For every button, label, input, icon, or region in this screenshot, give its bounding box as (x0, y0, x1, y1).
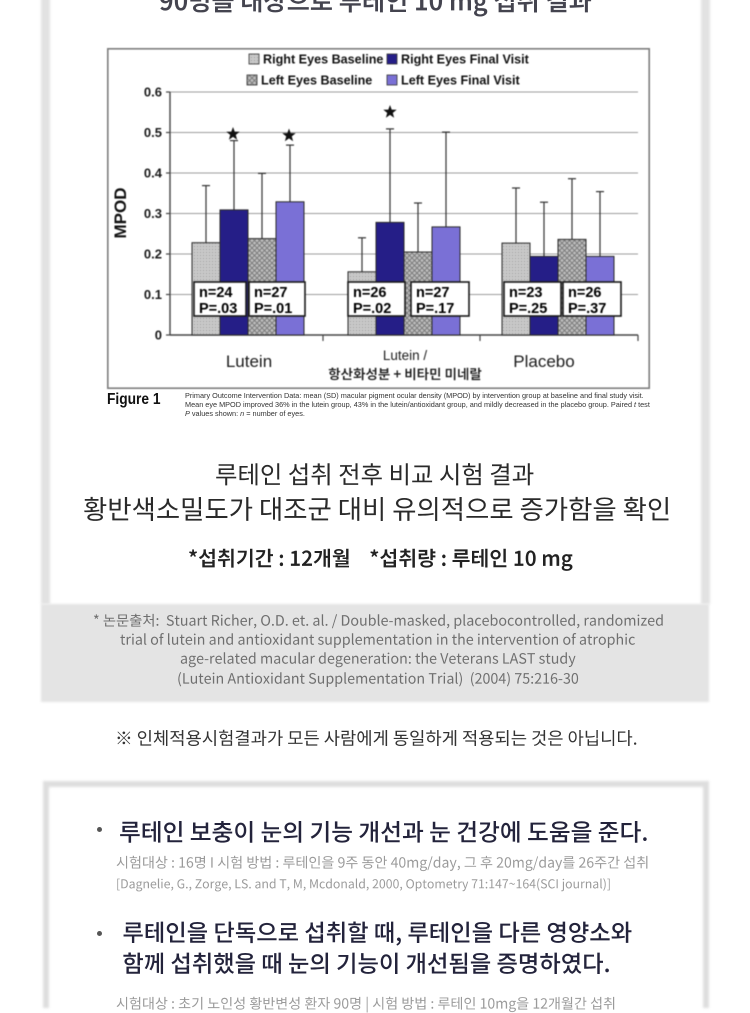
svg-text:P=.03: P=.03 (199, 301, 237, 317)
svg-text:Lutein /: Lutein / (383, 348, 428, 363)
svg-text:Left Eyes Final Visit: Left Eyes Final Visit (401, 74, 521, 88)
svg-text:0.6: 0.6 (144, 85, 162, 100)
svg-text:P=.17: P=.17 (416, 301, 454, 317)
svg-text:0.1: 0.1 (144, 287, 162, 302)
svg-text:P=.37: P=.37 (568, 301, 606, 317)
svg-text:n=26: n=26 (353, 285, 386, 301)
svg-text:n=27: n=27 (254, 285, 287, 301)
svg-text:Lutein: Lutein (226, 352, 272, 371)
svg-text:Left Eyes Baseline: Left Eyes Baseline (261, 74, 372, 88)
svg-text:0.5: 0.5 (144, 125, 162, 140)
svg-text:Placebo: Placebo (513, 352, 574, 371)
svg-text:n=27: n=27 (416, 285, 449, 301)
svg-text:0.2: 0.2 (144, 247, 162, 262)
svg-text:0: 0 (155, 328, 162, 343)
svg-text:P=.02: P=.02 (353, 301, 391, 317)
svg-text:n=23: n=23 (509, 285, 542, 301)
svg-text:P=.01: P=.01 (254, 301, 292, 317)
svg-text:MPOD: MPOD (111, 188, 130, 239)
svg-text:Right Eyes Final Visit: Right Eyes Final Visit (401, 53, 530, 67)
svg-text:0.3: 0.3 (144, 206, 162, 221)
svg-text:n=26: n=26 (568, 285, 601, 301)
svg-text:Right Eyes Baseline: Right Eyes Baseline (263, 53, 383, 67)
svg-text:0.4: 0.4 (144, 166, 163, 181)
svg-text:n=24: n=24 (199, 285, 232, 301)
svg-text:P=.25: P=.25 (509, 301, 547, 317)
